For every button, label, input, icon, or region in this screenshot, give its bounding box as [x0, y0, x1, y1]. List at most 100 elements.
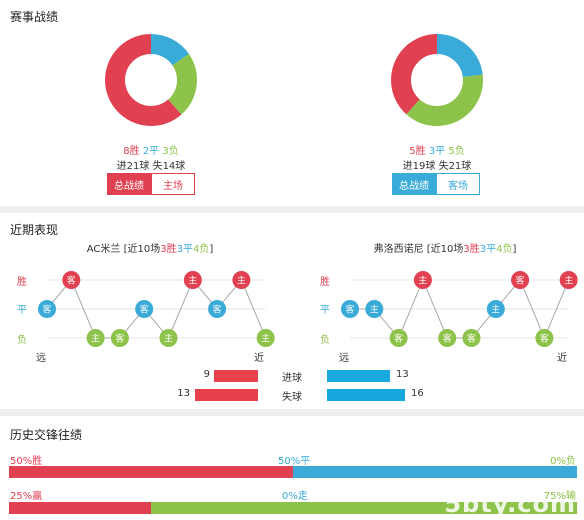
home-axis-near: 近: [254, 353, 264, 364]
home-conceded-bar: [194, 389, 258, 401]
h2h-handicap-lose-pct: 75%输: [543, 491, 576, 502]
home-form-venue-label: 主: [237, 275, 246, 287]
section-title-h2h: 历史交锋往绩: [10, 428, 83, 442]
h2h-draw-pct: 50%平: [278, 456, 311, 467]
h2h-panel: 历史交锋往绩 50%胜 50%平 0%负 25%赢 0%走 75%输 5bty.…: [0, 416, 584, 520]
home-conceded-value: 13: [177, 388, 190, 399]
home-wins: 8胜: [123, 146, 140, 157]
away-form-venue-label: 主: [491, 304, 500, 316]
home-recent-title: AC米兰 [近10场3胜3平4负]: [60, 240, 240, 255]
away-form-point: [535, 329, 554, 347]
away-donut-wins-slice: [391, 34, 483, 126]
home-recent-wins: 3胜: [160, 244, 177, 255]
away-form-point: [389, 329, 408, 347]
home-recent-suffix: ]: [209, 244, 214, 255]
home-form-point: [135, 300, 154, 318]
goals-label: 进球: [282, 373, 302, 384]
away-form-venue-label: 客: [516, 275, 525, 287]
away-team-name: 弗洛西诺尼: [373, 244, 424, 255]
home-losses: 3负: [162, 146, 179, 157]
away-form-venue-label: 客: [394, 333, 403, 345]
away-recent-suffix: ]: [512, 244, 517, 255]
away-form-line: [350, 278, 570, 340]
away-goals-bar: [327, 370, 391, 382]
away-recent-prefix: [近10场: [423, 244, 464, 255]
h2h-loss-pct: 0%负: [550, 456, 576, 467]
home-record-donut: [105, 34, 197, 126]
home-recent-prefix: [近10场: [120, 244, 161, 255]
home-form-venue-label: 客: [213, 304, 222, 316]
home-form-point: [38, 300, 56, 318]
home-recent-draws: 3平: [176, 244, 193, 255]
away-recent-draws: 3平: [479, 244, 497, 255]
away-draws: 3平: [428, 146, 446, 157]
away-axis-win: 胜: [320, 277, 330, 288]
away-form-point: [559, 271, 578, 289]
away-axis-draw: 平: [320, 305, 330, 316]
h2h-handicap-lose-segment: [151, 502, 577, 514]
tab-home-overall[interactable]: 总战绩: [107, 173, 151, 195]
tab-away-venue[interactable]: 客场: [436, 173, 480, 195]
home-goals-bar: [214, 370, 258, 382]
home-recent-losses: 4负: [192, 244, 210, 255]
away-axis-near: 近: [557, 353, 567, 364]
home-axis-far: 远: [36, 353, 46, 364]
h2h-handicap-win-segment: [9, 502, 151, 514]
h2h-result-bar: [9, 466, 577, 478]
away-form-point: [486, 300, 505, 318]
away-form-venue-label: 客: [345, 304, 354, 316]
h2h-win-segment: [9, 466, 293, 478]
away-form-venue-label: 主: [418, 275, 427, 287]
home-form-venue-label: 客: [42, 304, 51, 316]
away-donut-losses-slice: [391, 34, 483, 126]
home-axis-win: 胜: [17, 277, 27, 288]
away-axis-far: 远: [339, 353, 349, 364]
away-form-venue-label: 客: [540, 333, 549, 345]
away-form-point: [438, 329, 457, 347]
home-form-venue-label: 主: [188, 275, 197, 287]
away-form-point: [413, 271, 432, 289]
conceded-label: 失球: [282, 392, 302, 403]
home-axis-loss: 负: [17, 335, 27, 346]
home-form-point: [208, 300, 227, 318]
home-form-venue-label: 主: [164, 333, 173, 345]
home-team-name: AC米兰: [86, 244, 121, 255]
home-form-venue-label: 客: [115, 333, 124, 345]
away-form-venue-label: 客: [467, 333, 476, 345]
away-recent-losses: 4负: [496, 244, 513, 255]
home-goals: 进21球 失14球: [116, 161, 186, 172]
away-form-point: [341, 300, 359, 318]
home-form-point: [62, 271, 81, 289]
home-form-line: [46, 279, 267, 339]
section-title-recent: 近期表现: [10, 223, 59, 237]
h2h-handicap-push-pct: 0%走: [282, 491, 308, 502]
form-charts: 客客主 客客主主客主主 客主客主客 客主客客主: [38, 271, 578, 347]
home-form-venue-label: 客: [140, 304, 149, 316]
away-recent-title: 弗洛西诺尼 [近10场3胜3平4负]: [355, 240, 535, 255]
home-form-venue-label: 主: [261, 333, 270, 345]
home-form-point: [110, 329, 129, 347]
record-panel: 赛事战绩 8胜 2平 3负 进21球 失14球 5胜 3平 5负 进19球 失2…: [0, 0, 584, 206]
away-goals: 进19球 失21球: [402, 161, 472, 172]
section-title-record: 赛事战绩: [10, 10, 59, 24]
home-record-counts: 8胜 2平 3负: [101, 142, 201, 157]
home-donut-wins-slice: [105, 34, 197, 126]
h2h-handicap-win-pct: 25%赢: [10, 491, 43, 502]
home-form-venue-label: 客: [67, 275, 76, 287]
away-form-venue-label: 主: [564, 275, 573, 287]
home-donut-losses-slice: [105, 34, 197, 126]
recent-panel: 近期表现 AC米兰 [近10场3胜3平4负] 弗洛西诺尼 [近10场3胜3平4负…: [0, 213, 584, 409]
away-wins: 5胜: [409, 146, 426, 157]
home-draws: 2平: [142, 146, 160, 157]
home-form-point: [183, 271, 202, 289]
tab-home-venue[interactable]: 主场: [151, 173, 195, 195]
away-conceded-bar: [327, 389, 405, 401]
away-form-venue-label: 客: [443, 333, 452, 345]
home-record-tabs: 总战绩 主场: [107, 173, 195, 195]
away-goals-value: 13: [396, 369, 409, 380]
tab-away-overall[interactable]: 总战绩: [392, 173, 436, 195]
home-form-point: [256, 329, 275, 347]
away-record-tabs: 总战绩 客场: [392, 173, 480, 195]
watermark-logo: 5bty.com: [444, 490, 576, 518]
home-form-point: [86, 329, 105, 347]
